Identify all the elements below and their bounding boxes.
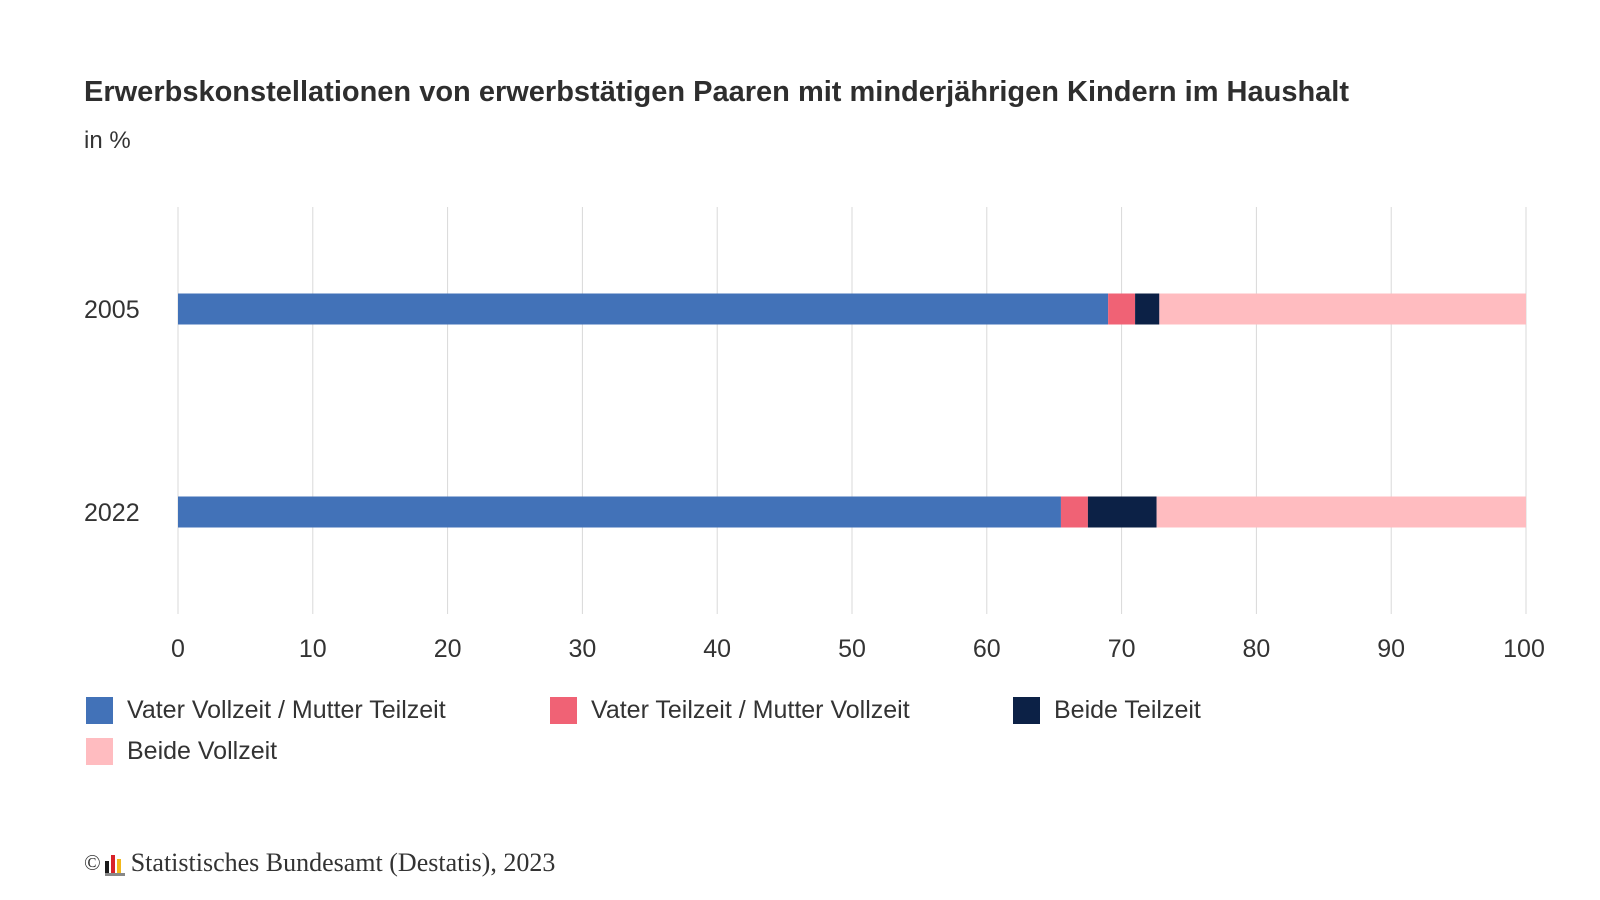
legend-label: Beide Vollzeit	[127, 737, 278, 765]
legend-label: Vater Vollzeit / Mutter Teilzeit	[127, 696, 446, 724]
legend-label: Beide Teilzeit	[1054, 696, 1201, 724]
source-footer: © Statistisches Bundesamt (Destatis), 20…	[84, 848, 555, 878]
bar-segment	[1159, 293, 1526, 325]
destatis-logo-icon	[104, 853, 125, 876]
legend-swatch	[86, 738, 113, 765]
legend-item-vater-teilzeit-mutter-vollzeit[interactable]: Vater Teilzeit / Mutter Vollzeit	[550, 696, 910, 725]
x-tick-label: 90	[1377, 635, 1405, 663]
legend-item-vater-vollzeit-mutter-teilzeit[interactable]: Vater Vollzeit / Mutter Teilzeit	[86, 696, 446, 725]
x-tick-label: 50	[838, 635, 866, 663]
bar-segment	[178, 293, 1109, 325]
x-tick-label: 70	[1108, 635, 1136, 663]
x-tick-label: 40	[703, 635, 731, 663]
copyright-symbol: ©	[84, 850, 101, 875]
x-tick-label: 100	[1503, 635, 1545, 663]
bar-segment	[1087, 496, 1157, 528]
y-category-label: 2005	[84, 296, 140, 324]
bar-segment	[1108, 293, 1136, 325]
chart-subtitle: in %	[84, 127, 131, 154]
legend-item-beide-vollzeit[interactable]: Beide Vollzeit	[86, 737, 277, 766]
legend-swatch	[550, 697, 577, 724]
legend-item-beide-teilzeit[interactable]: Beide Teilzeit	[1013, 696, 1201, 725]
x-tick-label: 30	[568, 635, 596, 663]
x-tick-label: 80	[1242, 635, 1270, 663]
bar-segment	[1135, 293, 1160, 325]
bar-chart: 0 10 20 30 40 50 60 70 80 90 100 2005 2022	[84, 207, 1545, 663]
y-category-label: 2022	[84, 499, 140, 527]
x-tick-label: 10	[299, 635, 327, 663]
bar-segment	[1060, 496, 1088, 528]
bar-segment	[178, 496, 1061, 528]
legend-label: Vater Teilzeit / Mutter Vollzeit	[591, 696, 910, 724]
x-tick-label: 60	[973, 635, 1001, 663]
source-text: Statistisches Bundesamt (Destatis), 2023	[130, 848, 556, 877]
x-tick-label: 20	[434, 635, 462, 663]
legend-swatch	[1013, 697, 1040, 724]
x-tick-label: 0	[171, 635, 185, 663]
chart-title: Erwerbskonstellationen von erwerbstätige…	[84, 76, 1350, 108]
bar-segment	[1156, 496, 1526, 528]
legend-swatch	[86, 697, 113, 724]
